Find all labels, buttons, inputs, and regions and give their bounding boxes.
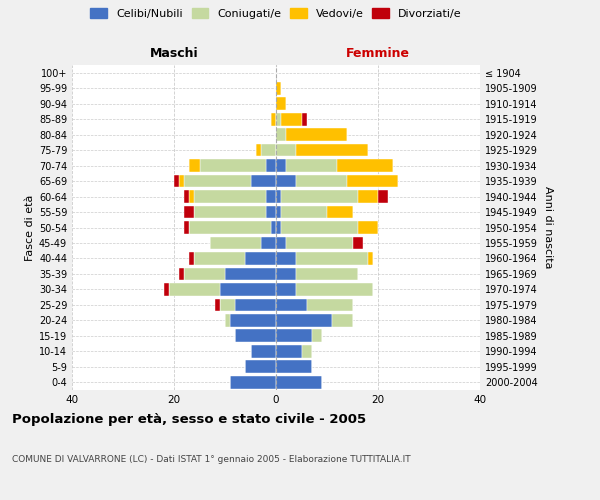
Y-axis label: Anni di nascita: Anni di nascita <box>543 186 553 269</box>
Bar <box>184 190 190 203</box>
Bar <box>245 252 276 265</box>
Bar <box>296 283 373 296</box>
Bar <box>281 113 302 126</box>
Bar <box>194 190 266 203</box>
Bar <box>276 345 302 358</box>
Bar <box>276 252 296 265</box>
Bar <box>245 360 276 373</box>
Bar <box>190 159 199 172</box>
Text: COMUNE DI VALVARRONE (LC) - Dati ISTAT 1° gennaio 2005 - Elaborazione TUTTITALIA: COMUNE DI VALVARRONE (LC) - Dati ISTAT 1… <box>12 455 410 464</box>
Text: Popolazione per età, sesso e stato civile - 2005: Popolazione per età, sesso e stato civil… <box>12 412 366 426</box>
Bar <box>164 283 169 296</box>
Bar <box>302 345 312 358</box>
Bar <box>184 268 225 280</box>
Bar <box>358 221 378 234</box>
Bar <box>184 174 251 188</box>
Bar <box>378 190 388 203</box>
Bar <box>174 174 179 188</box>
Bar <box>189 221 271 234</box>
Bar <box>251 345 276 358</box>
Bar <box>276 206 281 218</box>
Bar <box>276 283 296 296</box>
Bar <box>271 221 276 234</box>
Bar <box>307 298 353 311</box>
Bar <box>276 144 296 156</box>
Bar <box>296 252 368 265</box>
Bar <box>358 190 378 203</box>
Bar <box>276 376 322 388</box>
Bar <box>276 128 286 141</box>
Bar <box>260 236 276 250</box>
Bar <box>296 268 358 280</box>
Bar <box>220 298 235 311</box>
Bar <box>256 144 260 156</box>
Bar <box>194 252 245 265</box>
Bar <box>215 298 220 311</box>
Bar <box>179 174 184 188</box>
Bar <box>281 221 358 234</box>
Bar <box>210 236 260 250</box>
Bar <box>276 236 286 250</box>
Bar <box>337 159 394 172</box>
Bar <box>286 128 347 141</box>
Bar <box>235 330 276 342</box>
Bar <box>194 206 266 218</box>
Bar <box>327 206 353 218</box>
Bar <box>260 144 276 156</box>
Bar <box>296 174 347 188</box>
Bar <box>271 113 276 126</box>
Bar <box>332 314 353 326</box>
Bar <box>276 190 281 203</box>
Bar <box>190 190 194 203</box>
Bar <box>199 159 266 172</box>
Bar <box>225 314 230 326</box>
Legend: Celibi/Nubili, Coniugati/e, Vedovi/e, Divorziati/e: Celibi/Nubili, Coniugati/e, Vedovi/e, Di… <box>91 8 461 19</box>
Bar <box>286 159 337 172</box>
Bar <box>276 330 312 342</box>
Bar <box>276 174 296 188</box>
Bar <box>368 252 373 265</box>
Bar <box>276 159 286 172</box>
Bar <box>353 236 362 250</box>
Bar <box>276 360 312 373</box>
Bar <box>266 159 276 172</box>
Bar <box>302 113 307 126</box>
Bar <box>220 283 276 296</box>
Bar <box>169 283 220 296</box>
Bar <box>347 174 398 188</box>
Bar <box>281 190 358 203</box>
Bar <box>276 98 286 110</box>
Bar <box>286 236 353 250</box>
Bar <box>276 298 307 311</box>
Y-axis label: Fasce di età: Fasce di età <box>25 194 35 260</box>
Bar <box>225 268 276 280</box>
Bar <box>276 268 296 280</box>
Bar <box>184 221 190 234</box>
Bar <box>184 206 194 218</box>
Bar <box>266 206 276 218</box>
Bar <box>276 82 281 94</box>
Bar <box>235 298 276 311</box>
Bar <box>296 144 368 156</box>
Bar <box>251 174 276 188</box>
Bar <box>276 314 332 326</box>
Bar <box>281 206 327 218</box>
Bar <box>266 190 276 203</box>
Bar <box>276 221 281 234</box>
Bar <box>190 252 194 265</box>
Bar <box>312 330 322 342</box>
Bar <box>230 314 276 326</box>
Bar <box>179 268 184 280</box>
Text: Femmine: Femmine <box>346 47 410 60</box>
Bar <box>276 113 281 126</box>
Text: Maschi: Maschi <box>149 47 199 60</box>
Bar <box>230 376 276 388</box>
